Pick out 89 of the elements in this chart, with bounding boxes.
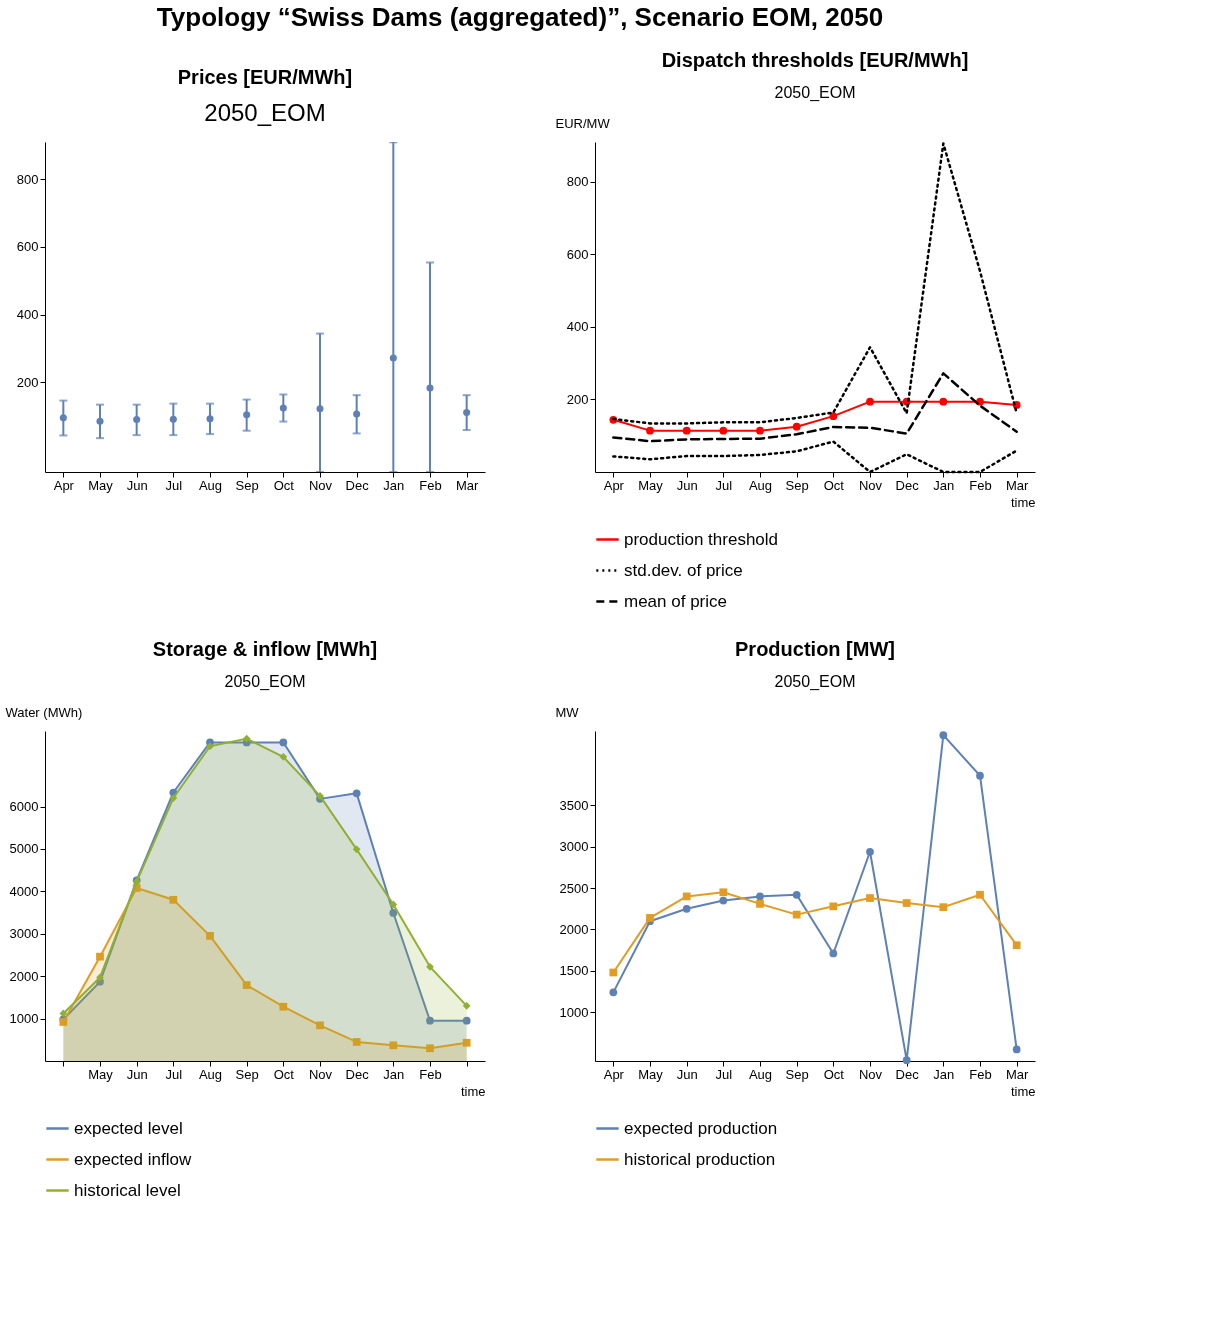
x-tick-label: Sep <box>235 477 259 493</box>
legend-label: std.dev. of price <box>624 560 743 580</box>
x-tick-label: Sep <box>785 477 809 493</box>
x-tick-label: Aug <box>748 1066 773 1082</box>
x-tick-label: Jul <box>715 477 733 493</box>
y-tick-label: 2000 <box>559 922 589 937</box>
x-tick-label: Sep <box>235 1066 259 1082</box>
x-tick-label: Oct <box>823 1066 845 1082</box>
x-tick-label: Nov <box>858 1066 883 1082</box>
x-tick-label: Apr <box>603 1066 625 1082</box>
x-tick-label: Oct <box>823 477 845 493</box>
chart-title: Production [MW] <box>735 638 895 660</box>
x-tick-label: Sep <box>785 1066 809 1082</box>
x-tick-label: Mar <box>455 477 480 493</box>
chart-title: Dispatch thresholds [EUR/MWh] <box>661 49 969 71</box>
x-tick-label: Oct <box>273 477 295 493</box>
x-tick-label: Jun <box>676 477 698 493</box>
chart-subtitle: 2050_EOM <box>774 84 856 102</box>
x-tick-label: Mar <box>1005 477 1030 493</box>
x-tick-label: Apr <box>603 477 625 493</box>
x-tick-label: Mar <box>1005 1066 1030 1082</box>
y-axis-title: Water (MWh) <box>5 704 83 720</box>
legend-label: expected level <box>74 1118 183 1138</box>
x-tick-label: Nov <box>308 1066 333 1082</box>
chart-title: Storage & inflow [MWh] <box>152 638 378 660</box>
x-tick-label: May <box>638 477 664 493</box>
legend-label: mean of price <box>624 591 727 611</box>
x-tick-label: Jul <box>715 1066 733 1082</box>
y-tick-label: 2500 <box>559 880 589 896</box>
legend-label: production threshold <box>624 529 779 549</box>
y-tick-label: 3500 <box>559 797 589 813</box>
x-tick-label: Dec <box>895 1066 920 1082</box>
y-tick-label: 4000 <box>9 883 39 899</box>
y-tick-label: 1000 <box>559 1004 589 1020</box>
y-tick-label: 600 <box>566 246 589 262</box>
chart-title: Prices [EUR/MWh] <box>177 66 353 88</box>
y-tick-label: 200 <box>566 391 589 407</box>
y-tick-label: 800 <box>16 171 39 187</box>
x-tick-label: Feb <box>969 477 992 493</box>
chart-subtitle: 2050_EOM <box>774 673 856 691</box>
text: Typology “Swiss Dams (aggregated)”, Scenario EOM, 2050 <box>156 2 884 32</box>
y-tick-label: 200 <box>16 374 39 390</box>
x-tick-label: May <box>88 1066 114 1082</box>
x-tick-label: May <box>88 477 114 493</box>
x-tick-label: Apr <box>53 477 75 493</box>
y-axis-title: EUR/MW <box>555 115 611 131</box>
x-tick-label: Jan <box>383 477 405 493</box>
x-tick-label: Feb <box>419 1066 442 1082</box>
x-tick-label: Feb <box>969 1066 992 1082</box>
x-tick-label: Jun <box>676 1066 698 1082</box>
legend-label: historical level <box>74 1180 181 1200</box>
y-tick-label: 400 <box>16 307 39 323</box>
x-tick-label: Aug <box>198 1066 223 1082</box>
y-tick-label: 1500 <box>559 963 589 979</box>
y-tick-label: 600 <box>16 239 39 255</box>
y-tick-label: 6000 <box>9 799 39 814</box>
x-axis-title: time <box>1010 494 1036 510</box>
x-tick-label: Feb <box>419 477 442 493</box>
x-tick-label: Jun <box>126 477 148 493</box>
legend-label: expected inflow <box>74 1149 192 1169</box>
x-tick-label: Nov <box>308 477 333 493</box>
x-tick-label: Dec <box>345 477 370 493</box>
x-tick-label: Jan <box>933 477 955 493</box>
chart-subtitle: 2050_EOM <box>224 673 306 691</box>
y-tick-label: 2000 <box>9 968 39 984</box>
x-tick-label: May <box>638 1066 664 1082</box>
x-tick-label: Dec <box>345 1066 370 1082</box>
y-tick-label: 5000 <box>9 841 39 857</box>
x-axis-title: time <box>1010 1083 1036 1099</box>
x-tick-label: Jan <box>933 1066 955 1082</box>
y-axis-title: MW <box>555 704 580 720</box>
x-axis-title: time <box>460 1083 486 1099</box>
chart-subtitle: 2050_EOM <box>204 99 326 126</box>
x-tick-label: Aug <box>198 477 223 493</box>
x-tick-label: Jul <box>165 477 183 493</box>
x-tick-label: Dec <box>895 477 920 493</box>
y-tick-label: 800 <box>566 174 589 190</box>
x-tick-label: Nov <box>858 477 883 493</box>
y-tick-label: 1000 <box>9 1011 39 1027</box>
legend-label: expected production <box>624 1118 778 1138</box>
y-tick-label: 3000 <box>9 926 39 942</box>
x-tick-label: Oct <box>273 1066 295 1082</box>
x-tick-label: Jun <box>126 1066 148 1082</box>
x-tick-label: Aug <box>748 477 773 493</box>
y-tick-label: 400 <box>566 319 589 335</box>
legend-label: historical production <box>624 1149 776 1169</box>
x-tick-label: Jul <box>165 1066 183 1082</box>
y-tick-label: 3000 <box>559 839 589 855</box>
x-tick-label: Jan <box>383 1066 405 1082</box>
